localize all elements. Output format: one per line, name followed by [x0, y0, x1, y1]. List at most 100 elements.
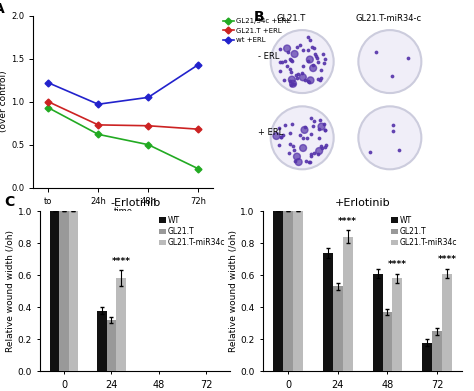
- GL21/34c +ERL: [95, 132, 101, 137]
- Point: [314, 59, 321, 65]
- Point: [289, 143, 297, 150]
- GL21.T +ERL: [195, 127, 201, 131]
- Point: [404, 55, 412, 61]
- Point: [300, 47, 307, 53]
- Point: [305, 77, 312, 84]
- Bar: [273, 211, 283, 371]
- Bar: [59, 211, 69, 371]
- Point: [276, 46, 284, 52]
- Point: [302, 158, 310, 164]
- Point: [299, 135, 307, 141]
- Bar: [432, 332, 442, 371]
- Point: [310, 150, 318, 156]
- Circle shape: [301, 127, 308, 133]
- Point: [316, 117, 324, 123]
- Circle shape: [295, 159, 302, 165]
- Title: -Erlotinib: -Erlotinib: [110, 197, 160, 208]
- Point: [320, 60, 328, 66]
- wt +ERL: [146, 95, 151, 100]
- Line: GL21/34c +ERL: GL21/34c +ERL: [46, 105, 201, 171]
- Point: [310, 123, 317, 129]
- Text: ****: ****: [338, 217, 357, 226]
- Point: [288, 120, 296, 127]
- Title: +Erlotinib: +Erlotinib: [335, 197, 391, 208]
- Point: [296, 42, 303, 48]
- Bar: [69, 211, 78, 371]
- Y-axis label: Relative wound width (/oh): Relative wound width (/oh): [228, 230, 237, 352]
- GL21/34c +ERL: [146, 142, 151, 147]
- Point: [287, 82, 295, 88]
- Point: [307, 151, 315, 157]
- Point: [301, 124, 309, 130]
- Bar: [283, 211, 293, 371]
- Point: [307, 115, 315, 121]
- Circle shape: [307, 77, 314, 84]
- Point: [305, 58, 312, 65]
- Circle shape: [318, 123, 325, 130]
- Point: [288, 57, 295, 64]
- Point: [321, 144, 328, 150]
- Point: [321, 127, 329, 133]
- Text: - ERL: - ERL: [258, 52, 280, 61]
- Bar: [383, 312, 392, 371]
- Bar: [343, 237, 353, 371]
- Point: [304, 47, 312, 53]
- Point: [372, 49, 380, 56]
- Point: [301, 77, 309, 83]
- Point: [280, 77, 288, 83]
- Point: [284, 49, 292, 56]
- Point: [286, 129, 294, 136]
- Point: [315, 135, 323, 141]
- Point: [317, 143, 325, 149]
- Circle shape: [289, 76, 295, 83]
- Circle shape: [290, 81, 296, 87]
- Point: [307, 153, 314, 160]
- Point: [316, 77, 323, 83]
- Bar: [116, 278, 126, 371]
- Point: [287, 57, 295, 63]
- Point: [278, 134, 285, 140]
- Text: B: B: [254, 10, 264, 24]
- GL21.T +ERL: [95, 122, 101, 127]
- Circle shape: [306, 56, 313, 63]
- Point: [277, 133, 284, 140]
- Point: [310, 45, 318, 52]
- Point: [288, 58, 295, 64]
- Circle shape: [310, 65, 317, 72]
- Circle shape: [300, 74, 306, 81]
- Text: GL21.T-miR34-c: GL21.T-miR34-c: [356, 14, 422, 23]
- Y-axis label: Relative wound width (/oh): Relative wound width (/oh): [6, 230, 15, 352]
- Bar: [333, 287, 343, 371]
- Point: [389, 128, 397, 135]
- Point: [292, 72, 300, 78]
- Line: wt +ERL: wt +ERL: [46, 62, 201, 107]
- Point: [310, 118, 318, 124]
- Bar: [392, 278, 402, 371]
- Point: [308, 43, 316, 50]
- Point: [287, 141, 294, 147]
- Text: ****: ****: [111, 256, 130, 265]
- Text: ****: ****: [388, 260, 407, 269]
- Point: [290, 81, 298, 87]
- GL21.T +ERL: [46, 99, 51, 104]
- Point: [290, 147, 298, 153]
- Circle shape: [273, 133, 280, 140]
- Bar: [97, 310, 107, 371]
- Bar: [373, 274, 383, 371]
- Point: [389, 122, 396, 129]
- Point: [307, 159, 314, 165]
- Point: [321, 127, 328, 133]
- Point: [313, 55, 321, 61]
- Point: [306, 37, 314, 43]
- Point: [318, 75, 325, 81]
- Point: [298, 70, 306, 76]
- GL21/34c +ERL: [195, 167, 201, 171]
- Point: [308, 131, 315, 137]
- Point: [303, 135, 310, 142]
- Point: [294, 70, 302, 77]
- Circle shape: [358, 30, 421, 93]
- Bar: [422, 343, 432, 371]
- Point: [293, 74, 301, 81]
- Point: [321, 56, 328, 63]
- Point: [305, 79, 312, 85]
